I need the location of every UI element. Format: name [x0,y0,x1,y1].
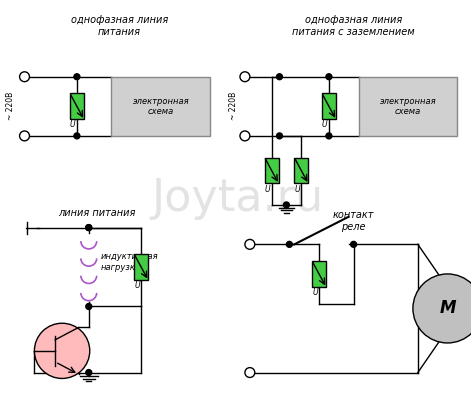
Bar [358,77,457,136]
Text: M: M [439,299,456,318]
Circle shape [86,304,92,309]
Bar [294,158,308,183]
Circle shape [240,72,250,82]
Text: U: U [134,281,140,290]
Circle shape [326,133,332,139]
Circle shape [276,74,283,80]
Bar [134,254,148,280]
Bar [264,158,279,183]
Circle shape [351,242,356,247]
Bar [312,261,326,287]
Text: U: U [294,185,300,193]
Text: ~ 220В: ~ 220В [228,92,237,121]
Text: электронная
схема: электронная схема [133,97,189,116]
Bar [111,77,210,136]
Circle shape [19,131,29,141]
Text: контакт
реле: контакт реле [333,210,374,232]
Bar [322,94,336,119]
Circle shape [240,131,250,141]
Circle shape [286,242,292,247]
Circle shape [86,370,92,375]
Circle shape [19,72,29,82]
Text: однофазная линия
питания: однофазная линия питания [71,15,168,37]
Circle shape [283,202,290,208]
Circle shape [413,274,474,343]
Text: индуктивная
нагрузка: индуктивная нагрузка [100,252,158,272]
Circle shape [74,133,80,139]
Text: линия питания: линия питания [58,208,136,218]
Circle shape [276,133,283,139]
Circle shape [74,74,80,80]
Text: однофазная линия
питания с заземлением: однофазная линия питания с заземлением [292,15,415,37]
Text: U: U [264,185,270,193]
Text: ~ 220В: ~ 220В [6,92,15,121]
Text: U: U [322,121,328,129]
Bar [70,94,84,119]
Circle shape [245,368,255,377]
Circle shape [35,323,90,378]
Text: U: U [70,121,75,129]
Circle shape [86,224,92,230]
Circle shape [326,74,332,80]
Text: Joyta.ru: Joyta.ru [151,178,323,220]
Circle shape [86,224,92,230]
Text: электронная
схема: электронная схема [380,97,436,116]
Text: U: U [312,288,318,297]
Circle shape [245,240,255,249]
